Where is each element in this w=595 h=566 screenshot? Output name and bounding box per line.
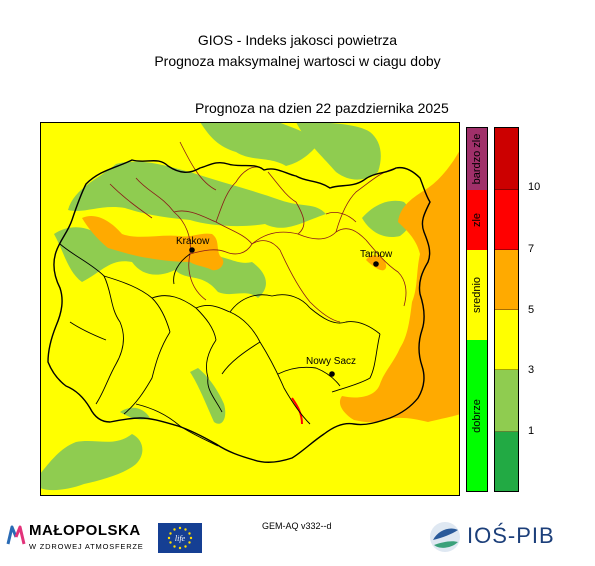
county-boundary — [259, 341, 311, 425]
eu-stars-icon: life — [167, 526, 193, 550]
page-subtitle: Prognoza maksymalnej wartosci w ciagu do… — [154, 53, 441, 69]
city-nowy-sacz: Nowy Sacz — [306, 356, 356, 377]
index-level-10 — [495, 128, 518, 190]
district-boundary — [279, 249, 341, 323]
county-boundary — [229, 294, 311, 313]
county-boundaries — [59, 243, 381, 447]
forecast-map: Krakow Tarnow Nowy Sacz — [40, 122, 460, 496]
index-level-7 — [495, 190, 518, 250]
category-label-dobrze: dobrze — [471, 398, 483, 433]
district-boundary — [109, 183, 153, 219]
orange-area-east — [339, 150, 460, 423]
scale-tick: 1 — [528, 425, 535, 437]
red-line — [291, 397, 303, 425]
district-boundary — [135, 177, 207, 301]
category-legend: bardzo zle zle srednio dobrze — [466, 127, 488, 492]
county-boundary — [221, 341, 261, 375]
district-boundary — [365, 239, 407, 307]
county-boundary — [331, 333, 381, 393]
page-title: GIOS - Indeks jakosci powietrza — [197, 32, 398, 48]
district-boundary — [189, 240, 281, 255]
green-area-top-right — [296, 122, 381, 180]
district-boundary — [267, 171, 305, 235]
index-level-3 — [495, 370, 518, 432]
eu-life-logo: life — [158, 523, 202, 553]
county-boundary — [205, 339, 223, 413]
district-boundary — [325, 212, 357, 223]
malopolska-title: MAŁOPOLSKA — [29, 522, 141, 539]
county-boundary — [123, 331, 171, 415]
county-boundary — [59, 243, 124, 405]
green-area-south-1 — [190, 368, 226, 424]
map-frame — [40, 122, 460, 496]
county-boundary — [69, 321, 107, 341]
ios-pib-text: IOŚ-PIB — [467, 523, 555, 548]
scale-tick: 10 — [528, 181, 541, 193]
scale-tick: 3 — [528, 364, 535, 376]
county-boundary — [309, 307, 381, 335]
index-level-1 — [495, 432, 518, 491]
category-bardzo-zle: bardzo zle — [467, 128, 487, 190]
green-area-top-center — [200, 122, 320, 166]
city-tarnow: Tarnow — [360, 249, 393, 267]
index-scale — [494, 127, 519, 492]
ios-leaf-icon — [430, 522, 460, 552]
orange-area-krakow — [82, 215, 224, 271]
city-label-krakow: Krakow — [176, 236, 210, 247]
district-boundary — [251, 228, 367, 245]
district-boundaries — [109, 141, 407, 323]
life-text: life — [175, 534, 186, 543]
forecast-date: Prognoza na dzien 22 pazdziernika 2025 — [195, 100, 449, 116]
scale-tick: 7 — [528, 243, 535, 255]
malopolska-subtitle: W ZDROWEJ ATMOSFERZE — [29, 542, 144, 551]
category-zle: zle — [467, 190, 487, 250]
city-label-tarnow: Tarnow — [360, 249, 393, 260]
green-area-east-top — [362, 200, 412, 238]
green-area-southwest — [40, 434, 143, 491]
category-label-bardzo-zle: bardzo zle — [471, 133, 483, 185]
green-area-northwest — [68, 161, 326, 228]
city-krakow: Krakow — [176, 236, 210, 253]
scale-tick: 5 — [528, 304, 535, 316]
category-srednio: srednio — [467, 250, 487, 340]
voivodeship-border — [47, 159, 431, 463]
county-boundary — [277, 366, 341, 387]
category-label-srednio: srednio — [471, 276, 483, 314]
index-level-5 — [495, 250, 518, 310]
malopolska-m-icon — [6, 525, 26, 545]
category-label-zle: zle — [471, 212, 483, 228]
model-version: GEM-AQ v332--d — [262, 521, 332, 531]
county-boundary — [173, 253, 191, 285]
index-level-4 — [495, 310, 518, 370]
category-dobrze: dobrze — [467, 340, 487, 491]
district-boundary — [215, 166, 263, 223]
city-label-nowy-sacz: Nowy Sacz — [306, 356, 356, 367]
